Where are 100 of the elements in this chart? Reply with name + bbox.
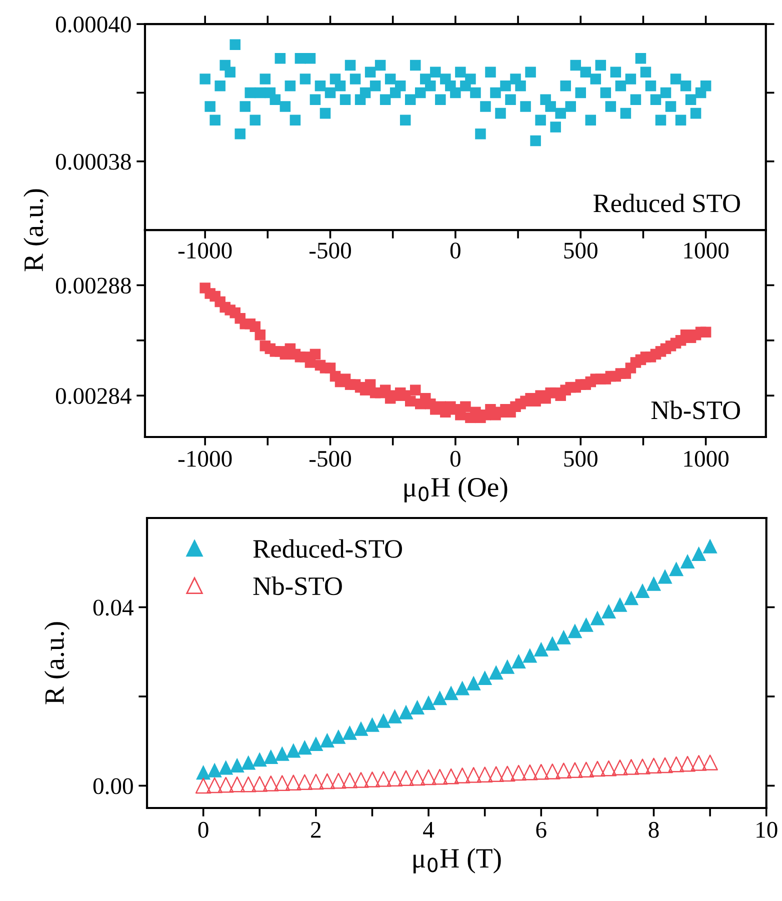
point <box>466 676 481 690</box>
y-tick-label: 0.04 <box>93 600 134 616</box>
point <box>692 546 706 561</box>
annotation: Nb-STO <box>651 400 740 420</box>
point <box>410 700 425 714</box>
point <box>544 764 560 780</box>
point <box>206 777 222 794</box>
point <box>556 762 572 778</box>
point <box>488 766 504 782</box>
point <box>286 743 301 758</box>
point <box>398 704 414 720</box>
point <box>409 770 426 786</box>
point <box>624 590 639 606</box>
point <box>207 762 222 778</box>
point <box>196 765 211 780</box>
point <box>455 680 470 696</box>
point <box>690 755 707 771</box>
point <box>612 597 628 612</box>
point <box>274 775 290 791</box>
point <box>612 760 628 776</box>
point <box>252 752 267 767</box>
point <box>533 764 550 780</box>
point <box>319 773 336 790</box>
point <box>658 569 672 584</box>
point <box>398 770 414 786</box>
point <box>702 754 718 770</box>
annotation: Reduced STO <box>594 194 740 212</box>
point <box>262 776 279 792</box>
point <box>522 648 538 663</box>
point <box>444 686 458 700</box>
point <box>195 778 212 794</box>
point <box>646 758 662 774</box>
point <box>320 732 334 748</box>
x-axis-title: μ$_{0}$H (T) <box>414 848 501 874</box>
point <box>499 766 516 782</box>
x-axis-title: μ$_{0}$H (Oe) <box>404 477 508 502</box>
point <box>387 708 402 724</box>
point <box>330 772 346 789</box>
x-tick-label: -500 <box>309 242 351 259</box>
point <box>296 774 313 790</box>
x2-tick-label: -1000 <box>178 450 232 467</box>
point <box>634 758 650 774</box>
point <box>297 740 312 755</box>
point <box>354 721 368 736</box>
point <box>376 713 391 728</box>
point <box>476 766 493 782</box>
point <box>600 760 617 776</box>
point <box>601 604 616 619</box>
y-axis-title: R (a.u.) <box>44 622 70 704</box>
point <box>342 772 358 788</box>
point <box>657 757 673 774</box>
y-axis-title: R (a.u.) <box>24 189 49 272</box>
x-tick-label: 8 <box>648 822 659 838</box>
point <box>353 772 369 788</box>
y-tick-label: 0.00288 <box>56 278 131 294</box>
point <box>386 770 403 786</box>
point <box>680 554 695 569</box>
point <box>668 562 684 576</box>
point <box>454 768 470 784</box>
point <box>680 756 696 772</box>
point <box>376 771 392 787</box>
point <box>590 760 606 777</box>
x-tick-label: 0 <box>198 822 208 838</box>
point <box>331 729 346 744</box>
x-tick-label: 500 <box>564 242 598 259</box>
legend-label: Nb-STO <box>253 576 342 596</box>
point <box>567 762 583 778</box>
x-tick-label: 10 <box>756 822 778 838</box>
x2-tick-label: 500 <box>564 450 598 467</box>
point <box>308 736 324 752</box>
point <box>522 764 538 780</box>
y-tick-label: 0.00 <box>93 778 133 794</box>
point <box>466 767 482 783</box>
point <box>578 762 594 778</box>
point <box>578 617 594 632</box>
point <box>545 636 560 651</box>
point <box>240 776 256 792</box>
point <box>500 659 515 674</box>
point <box>218 776 234 793</box>
point <box>702 538 718 554</box>
point <box>218 760 234 775</box>
point <box>420 769 436 786</box>
point <box>534 642 548 656</box>
point <box>230 758 244 772</box>
point <box>511 654 526 668</box>
point <box>421 695 436 710</box>
x-tick-label: 6 <box>536 822 546 838</box>
point <box>623 759 640 775</box>
point <box>590 610 605 626</box>
point <box>432 690 448 706</box>
x2-tick-label: 0 <box>450 450 460 467</box>
point <box>568 624 582 638</box>
point <box>432 768 448 785</box>
x2-tick-label: -500 <box>309 450 351 467</box>
y-tick-label: 0.00038 <box>56 154 131 170</box>
point <box>241 755 256 770</box>
point <box>443 768 459 784</box>
x-tick-label: 4 <box>423 822 434 838</box>
point <box>635 583 650 598</box>
legend-label: Reduced-STO <box>253 539 402 558</box>
